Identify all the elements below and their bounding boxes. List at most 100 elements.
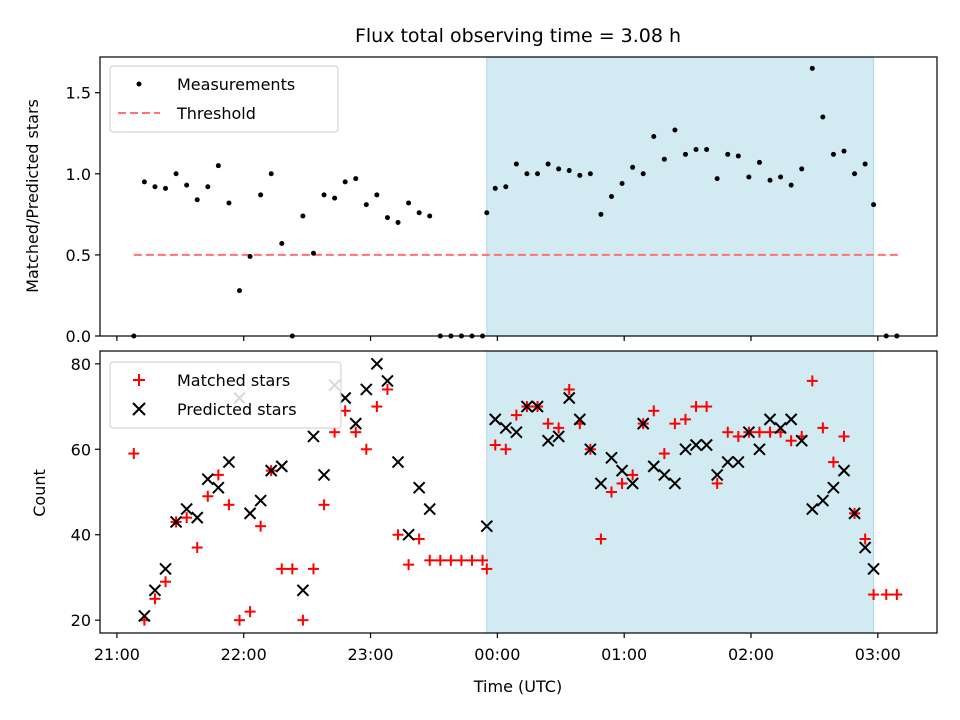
measurement-point [778, 174, 784, 180]
matched-star-point [722, 426, 734, 438]
matched-star-point [350, 426, 362, 438]
predicted-star-point [647, 460, 660, 473]
matched-star-point [648, 405, 660, 417]
matched-star-point [891, 589, 903, 601]
top-axes: 0.0 0.5 1.0 1.5 [66, 84, 879, 346]
predicted-star-point [753, 443, 766, 456]
measurement-point [651, 133, 657, 139]
matched-star-point [500, 443, 512, 455]
x-axis-label: Time (UTC) [473, 677, 562, 696]
predicted-star-point [679, 443, 692, 456]
matched-star-point [286, 563, 298, 575]
predicted-star-point [837, 464, 851, 477]
predicted-star-point [254, 494, 267, 507]
matched-star-point [307, 563, 319, 575]
matched-star-point [202, 490, 214, 502]
measurement-point [484, 210, 490, 216]
predicted-star-point [191, 511, 204, 524]
y-tick-label: 40 [71, 526, 91, 545]
matched-star-point [606, 486, 617, 498]
measurement-point [310, 250, 316, 256]
chart-title: Flux total observing time = 3.08 h [355, 25, 681, 47]
matched-star-point [817, 422, 829, 434]
top-shade-region [486, 56, 875, 337]
matched-star-point [542, 418, 554, 430]
measurement-point [788, 182, 794, 188]
matched-star-point [244, 606, 256, 618]
predicted-star-point [594, 477, 608, 490]
predicted-star-point [689, 438, 703, 452]
measurement-point [268, 171, 274, 177]
matched-star-point [424, 554, 436, 566]
bottom-plot-content [128, 357, 903, 626]
predicted-star-point [710, 468, 724, 482]
predicted-star-point [552, 430, 565, 443]
matched-star-point [827, 456, 839, 468]
matched-star-point [489, 439, 501, 451]
measurement-point [809, 65, 815, 71]
matched-star-point [255, 520, 267, 532]
matched-star-point [880, 589, 892, 601]
measurement-point [492, 185, 498, 191]
bottom-y-axis-label: Count [30, 469, 49, 517]
predicted-star-point [795, 434, 808, 447]
predicted-star-point [626, 477, 639, 490]
measurement-point [321, 192, 327, 198]
measurement-point [640, 171, 646, 177]
measurement-point [332, 195, 338, 201]
matched-star-point [212, 469, 224, 481]
y-tick-label: 0.5 [66, 246, 91, 265]
predicted-star-point [858, 541, 872, 554]
measurement-point [767, 177, 773, 183]
top-plot-content [131, 65, 900, 339]
predicted-star-point [721, 455, 734, 469]
predicted-star-point [510, 425, 523, 439]
bottom-panel: 20 40 60 80 21:00 22:00 23:00 00:00 01:00 02:00 03… [30, 350, 938, 696]
predicted-star-point [412, 481, 426, 494]
predicted-star-point [360, 383, 373, 396]
matched-star-point [445, 554, 457, 566]
measurement-point [566, 168, 572, 174]
matched-star-point [868, 589, 880, 601]
predicted-star-point [338, 391, 352, 405]
predicted-star-point [370, 357, 384, 371]
legend-measurements-label: Measurements [177, 75, 295, 94]
predicted-star-point [264, 464, 278, 477]
measurement-point [661, 156, 667, 162]
matched-star-point [466, 554, 478, 566]
matched-star-point [223, 499, 235, 511]
measurement-point [619, 181, 625, 187]
measurement-point [862, 161, 868, 167]
y-tick-label: 80 [71, 355, 91, 374]
predicted-star-point [243, 507, 257, 520]
legend-predicted-label: Predicted stars [177, 400, 297, 419]
predicted-star-point [806, 502, 819, 516]
matched-star-point [403, 559, 415, 571]
y-tick-label: 0.0 [66, 327, 91, 346]
measurement-point [513, 161, 519, 167]
predicted-star-point [480, 519, 494, 533]
legend-predicted-marker [132, 402, 146, 416]
measurement-point [353, 176, 359, 182]
measurement-point [693, 146, 699, 152]
predicted-star-point [605, 451, 618, 465]
measurement-point [395, 219, 401, 225]
measurement-point [672, 127, 678, 133]
measurement-point [704, 146, 710, 152]
matched-star-point [563, 383, 575, 395]
measurement-point [141, 179, 147, 185]
predicted-star-point [296, 584, 310, 597]
measurement-point [682, 151, 688, 157]
legend-matched-marker [133, 374, 145, 386]
measurement-point [746, 174, 752, 180]
predicted-star-point [636, 417, 650, 430]
predicted-star-point [402, 528, 415, 541]
x-tick-label: 21:00 [94, 645, 140, 664]
x-tick-label: 23:00 [347, 645, 393, 664]
predicted-star-point [573, 413, 587, 426]
x-tick-label: 22:00 [221, 645, 267, 664]
matched-star-point [753, 426, 765, 438]
matched-star-point [701, 401, 713, 413]
measurement-point [545, 161, 551, 167]
